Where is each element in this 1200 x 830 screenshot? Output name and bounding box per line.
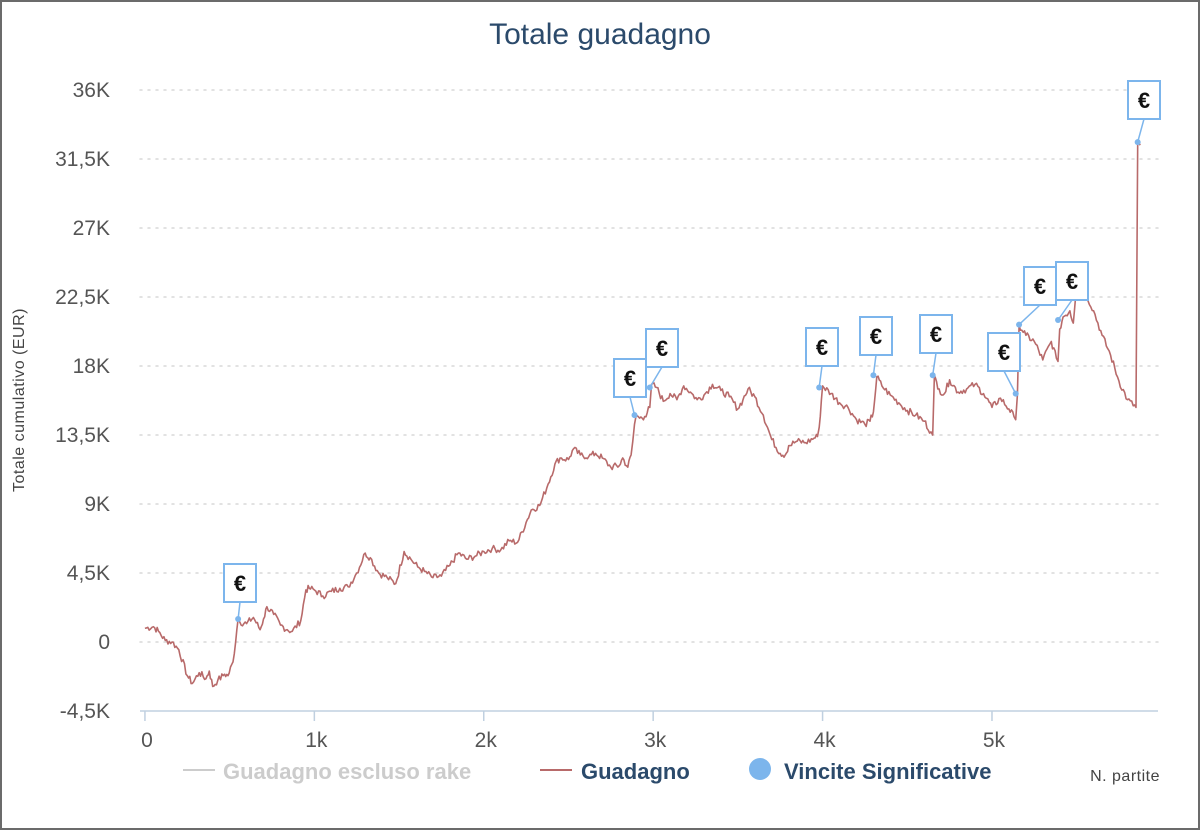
win-flag-box bbox=[919, 314, 953, 354]
win-flag-box bbox=[805, 327, 839, 367]
legend-item: Vincite Significative bbox=[749, 758, 991, 784]
chart-title: Totale guadagno bbox=[489, 18, 711, 51]
x-tick-label: 2k bbox=[475, 729, 498, 752]
significant-wins-flags: € € € € € € € € € € bbox=[223, 80, 1161, 622]
win-flag-box bbox=[613, 358, 647, 398]
win-point bbox=[646, 384, 653, 391]
win-flag-connector bbox=[1136, 118, 1145, 143]
win-flag: € bbox=[1016, 266, 1057, 328]
euro-icon: € bbox=[1034, 274, 1046, 299]
y-tick-label: 18K bbox=[73, 355, 110, 378]
win-flag-connector bbox=[649, 366, 663, 388]
gridlines bbox=[139, 89, 1159, 643]
win-flag-box bbox=[1127, 80, 1161, 120]
win-flag-box bbox=[223, 563, 257, 603]
euro-icon: € bbox=[656, 336, 668, 361]
x-tick-label: 4k bbox=[813, 729, 836, 752]
win-flag-connector bbox=[818, 365, 823, 388]
y-tick-label: 27K bbox=[73, 217, 110, 240]
win-flag: € bbox=[1055, 261, 1089, 323]
plot-area bbox=[144, 141, 1141, 688]
y-tick-label: 0 bbox=[98, 631, 110, 654]
win-point bbox=[929, 372, 936, 379]
win-point bbox=[631, 412, 638, 419]
win-point bbox=[816, 384, 823, 391]
win-flag: € bbox=[613, 358, 647, 419]
win-flag: € bbox=[987, 332, 1021, 397]
y-tick-label: 13,5K bbox=[55, 424, 110, 447]
euro-icon: € bbox=[816, 335, 828, 360]
win-flag: € bbox=[223, 563, 257, 622]
win-flag-box bbox=[859, 316, 893, 356]
win-flag-box bbox=[1023, 266, 1057, 306]
win-flag: € bbox=[859, 316, 893, 379]
guadagno-line bbox=[144, 141, 1141, 688]
win-flag-connector bbox=[1003, 370, 1017, 394]
win-point bbox=[1134, 139, 1141, 146]
legend: Guadagno escluso rake Guadagno Vincite Sig… bbox=[183, 758, 991, 784]
x-axis-label: N. partite bbox=[1090, 768, 1160, 785]
win-flag-connector bbox=[629, 396, 636, 416]
x-tick-label: 0 bbox=[141, 729, 153, 752]
euro-icon: € bbox=[1138, 88, 1150, 113]
x-tick-label: 3k bbox=[644, 729, 667, 752]
win-flag: € bbox=[645, 328, 679, 391]
y-axis: 36K 31,5K 27K 22,5K 18K 13,5K 9K 4,5K 0 -4,5K bbox=[55, 79, 110, 723]
x-tick-label: 5k bbox=[983, 729, 1006, 752]
y-tick-label: 9K bbox=[84, 493, 110, 516]
win-flag: € bbox=[919, 314, 953, 379]
euro-icon: € bbox=[234, 571, 246, 596]
win-point bbox=[1016, 321, 1023, 328]
x-axis: 0 1k 2k 3k 4k 5k bbox=[140, 710, 1158, 752]
legend-item: Guadagno bbox=[540, 759, 690, 784]
legend-label: Guadagno escluso rake bbox=[223, 759, 471, 784]
legend-label: Guadagno bbox=[581, 759, 690, 784]
win-flag-connector bbox=[931, 352, 937, 376]
y-tick-label: 36K bbox=[73, 79, 110, 102]
legend-item: Guadagno escluso rake bbox=[183, 759, 471, 784]
euro-icon: € bbox=[930, 322, 942, 347]
legend-label: Vincite Significative bbox=[784, 759, 991, 784]
euro-icon: € bbox=[870, 324, 882, 349]
euro-icon: € bbox=[1066, 269, 1078, 294]
win-point bbox=[1055, 317, 1062, 323]
win-flag-box bbox=[987, 332, 1021, 372]
win-point bbox=[235, 616, 242, 622]
y-tick-label: 4,5K bbox=[67, 562, 110, 585]
y-tick-label: 31,5K bbox=[55, 148, 110, 171]
win-flag: € bbox=[1127, 80, 1161, 146]
win-flag-connector bbox=[872, 354, 877, 376]
win-flag-box bbox=[1055, 261, 1089, 301]
win-flag: € bbox=[805, 327, 839, 391]
y-tick-label: -4,5K bbox=[60, 700, 110, 723]
win-point bbox=[1012, 390, 1019, 397]
y-axis-label: Totale cumulativo (EUR) bbox=[11, 308, 28, 492]
win-flag-connector bbox=[1018, 304, 1041, 326]
win-flag-box bbox=[645, 328, 679, 368]
y-tick-label: 22,5K bbox=[55, 286, 110, 309]
win-point bbox=[870, 372, 877, 379]
euro-icon: € bbox=[998, 340, 1010, 365]
legend-swatch bbox=[749, 758, 771, 780]
x-tick-label: 1k bbox=[305, 729, 328, 752]
win-flag-connector bbox=[1057, 299, 1073, 321]
euro-icon: € bbox=[624, 366, 636, 391]
